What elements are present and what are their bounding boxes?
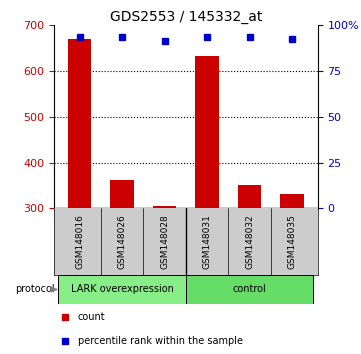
Bar — [238, 185, 261, 209]
Title: GDS2553 / 145332_at: GDS2553 / 145332_at — [110, 10, 262, 24]
Bar — [186, 275, 313, 304]
Text: protocol: protocol — [15, 285, 55, 295]
Text: count: count — [78, 312, 105, 322]
Bar — [280, 194, 304, 209]
Bar — [153, 206, 177, 209]
Text: control: control — [233, 285, 266, 295]
Text: GSM148028: GSM148028 — [160, 215, 169, 269]
Text: GSM148016: GSM148016 — [75, 215, 84, 269]
Text: percentile rank within the sample: percentile rank within the sample — [78, 336, 243, 346]
Bar — [110, 180, 134, 209]
Text: GSM148031: GSM148031 — [203, 215, 212, 269]
Bar — [195, 56, 219, 209]
Text: GSM148035: GSM148035 — [288, 215, 297, 269]
Text: LARK overexpression: LARK overexpression — [71, 285, 174, 295]
Text: GSM148032: GSM148032 — [245, 215, 254, 269]
Text: GSM148026: GSM148026 — [118, 215, 127, 269]
Bar — [68, 39, 91, 209]
Bar — [58, 275, 186, 304]
